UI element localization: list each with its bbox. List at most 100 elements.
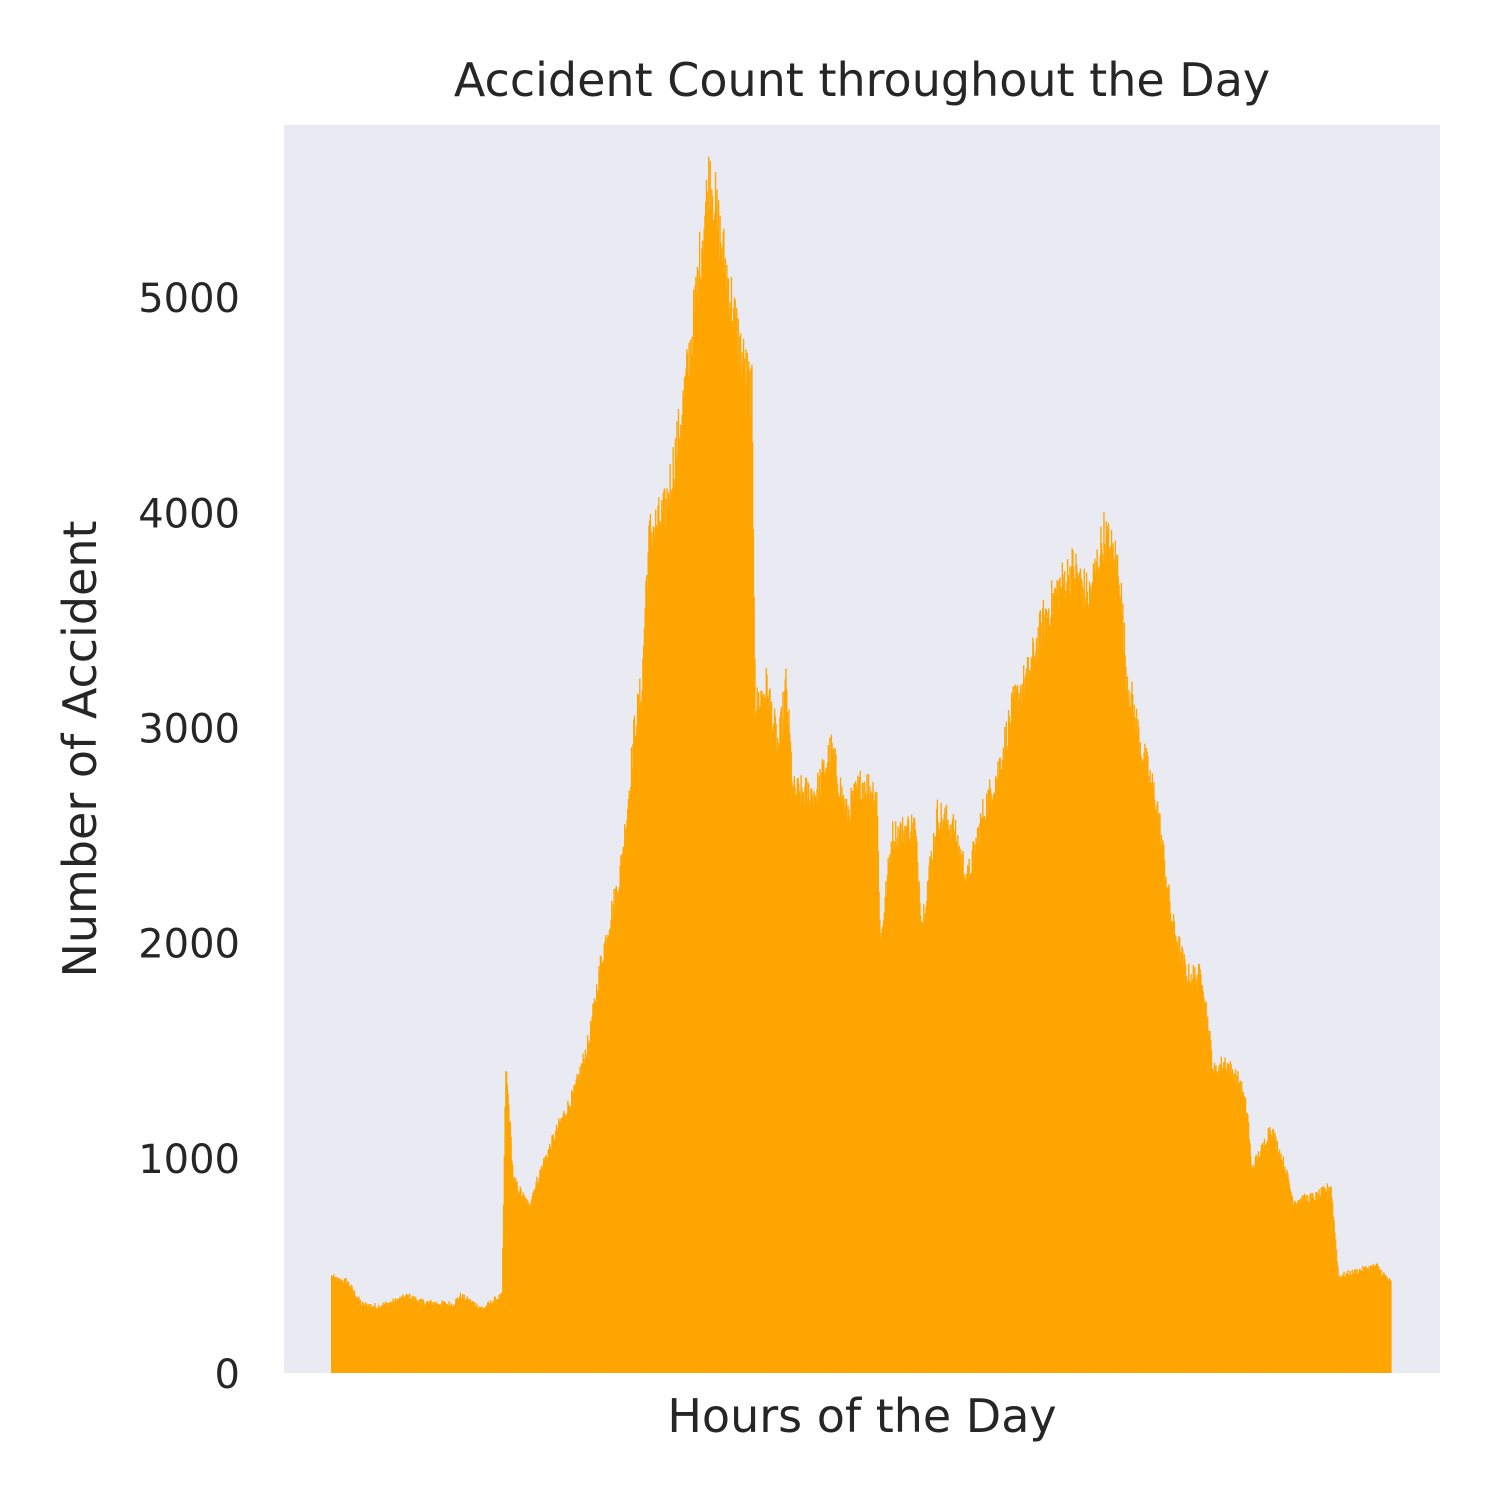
histogram-bar [714,172,717,1374]
histogram-bar [733,297,736,1374]
histogram-bar [437,1303,439,1373]
histogram-bar [1151,773,1154,1373]
histogram-bar [1119,596,1121,1373]
histogram-bar [824,772,827,1373]
histogram-bar [919,903,921,1373]
histogram-bar [497,1299,499,1373]
histogram-bar [938,828,940,1373]
histogram-bar [483,1307,486,1373]
histogram-bar [437,1303,440,1373]
histogram-bar [623,847,625,1373]
histogram-bar [1027,657,1029,1373]
histogram-bar [365,1302,367,1373]
histogram-bar [1325,1191,1327,1373]
histogram-bar [567,1100,569,1373]
histogram-bar [620,854,623,1373]
histogram-bar [495,1301,497,1373]
histogram-bar [430,1299,432,1373]
histogram-bar [508,1121,511,1373]
histogram-bar [1378,1266,1380,1373]
histogram-bar [709,160,711,1374]
histogram-bar [951,838,953,1373]
histogram-bar [1166,888,1168,1373]
histogram-bar [974,854,976,1373]
histogram-bar [759,706,761,1373]
histogram-bar [465,1300,467,1373]
histogram-bar [882,920,885,1373]
histogram-bar [831,743,833,1373]
histogram-bar [628,790,630,1373]
histogram-bar [964,883,967,1373]
histogram-bar [820,793,822,1373]
histogram-bar [985,793,988,1373]
histogram-bar [841,786,843,1373]
histogram-bar [518,1192,520,1373]
histogram-bar [1048,624,1051,1373]
histogram-bar [406,1295,409,1373]
histogram-bar [1100,526,1102,1373]
histogram-bar [467,1301,469,1373]
histogram-bar [1065,591,1067,1373]
histogram-bar [803,804,805,1373]
histogram-bar [870,791,872,1373]
histogram-bar [1045,609,1048,1373]
histogram-bar [1031,656,1033,1373]
histogram-bar [1219,1064,1221,1373]
histogram-bar [704,215,706,1373]
histogram-bar [689,339,692,1373]
histogram-bar [691,336,693,1373]
histogram-bar [1026,668,1028,1373]
histogram-bar [427,1301,429,1373]
histogram-bar [917,886,920,1373]
histogram-bar [424,1305,426,1373]
histogram-bar [1230,1064,1232,1373]
histogram-bar [1224,1057,1226,1373]
histogram-bar [1258,1158,1260,1373]
histogram-bar [631,768,633,1373]
histogram-bar [1051,614,1054,1373]
histogram-bar [1079,572,1081,1373]
histogram-bar [695,276,697,1374]
histogram-bar [440,1303,443,1373]
histogram-bar [540,1166,543,1373]
histogram-bar [988,779,991,1373]
histogram-bar [471,1300,474,1373]
histogram-bar [612,904,615,1373]
histogram-bar [519,1186,521,1373]
histogram-bar [726,264,728,1373]
histogram-bar [863,799,865,1373]
histogram-bar [1169,901,1171,1373]
histogram-bar [482,1308,484,1373]
histogram-bar [666,488,668,1374]
histogram-bar [1257,1151,1260,1373]
histogram-bar [763,693,765,1373]
histogram-bar [1236,1075,1238,1373]
y-axis-ticks: 0 1000 2000 3000 4000 5000 [138,276,240,1398]
histogram-bar [679,441,681,1373]
histogram-bar [864,793,867,1373]
histogram-bar [1386,1278,1388,1373]
histogram-bar [1310,1196,1313,1373]
histogram-bar [531,1196,533,1373]
histogram-bar [1306,1200,1308,1373]
histogram-bar [548,1148,550,1373]
histogram-bar [398,1299,400,1373]
histogram-bar [860,800,862,1373]
histogram-bar [447,1306,449,1373]
histogram-bar [448,1301,450,1373]
histogram-bar [907,819,910,1373]
histogram-bar [1122,651,1125,1373]
histogram-bar [748,361,750,1374]
histogram-bar [484,1307,487,1373]
histogram-bar [855,784,858,1373]
histogram-bar [367,1304,369,1373]
histogram-bar [374,1306,377,1373]
histogram-bar [1288,1184,1291,1373]
histogram-bar [1387,1280,1390,1373]
histogram-bar [444,1301,446,1373]
histogram-bar [1320,1187,1322,1373]
histogram-bar [356,1297,359,1373]
histogram-bar [705,201,707,1373]
histogram-bar [1133,704,1135,1373]
histogram-bar [380,1305,383,1373]
